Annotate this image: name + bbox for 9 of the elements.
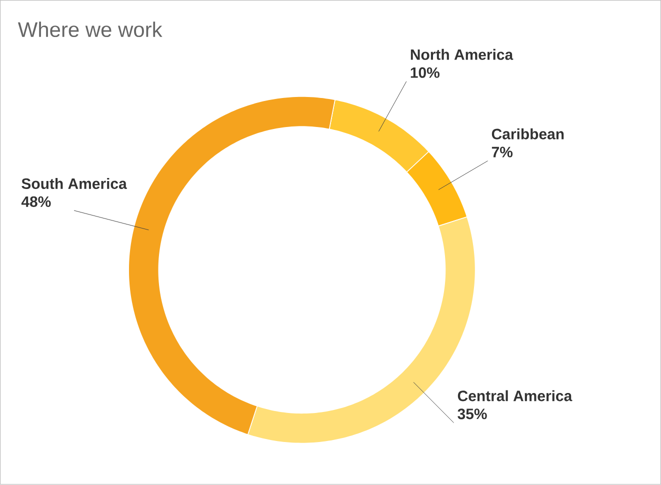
slice-label: North America — [410, 49, 514, 60]
slice-label: Caribbean — [492, 128, 564, 140]
chart-title: Where we work — [18, 22, 162, 38]
data-label: 48% — [21, 196, 51, 208]
slice-label: Central America — [458, 390, 572, 402]
slice-label: South America — [22, 178, 127, 190]
data-label: 7% — [492, 146, 513, 158]
data-label: 35% — [458, 408, 487, 420]
data-label: 10% — [410, 67, 440, 78]
